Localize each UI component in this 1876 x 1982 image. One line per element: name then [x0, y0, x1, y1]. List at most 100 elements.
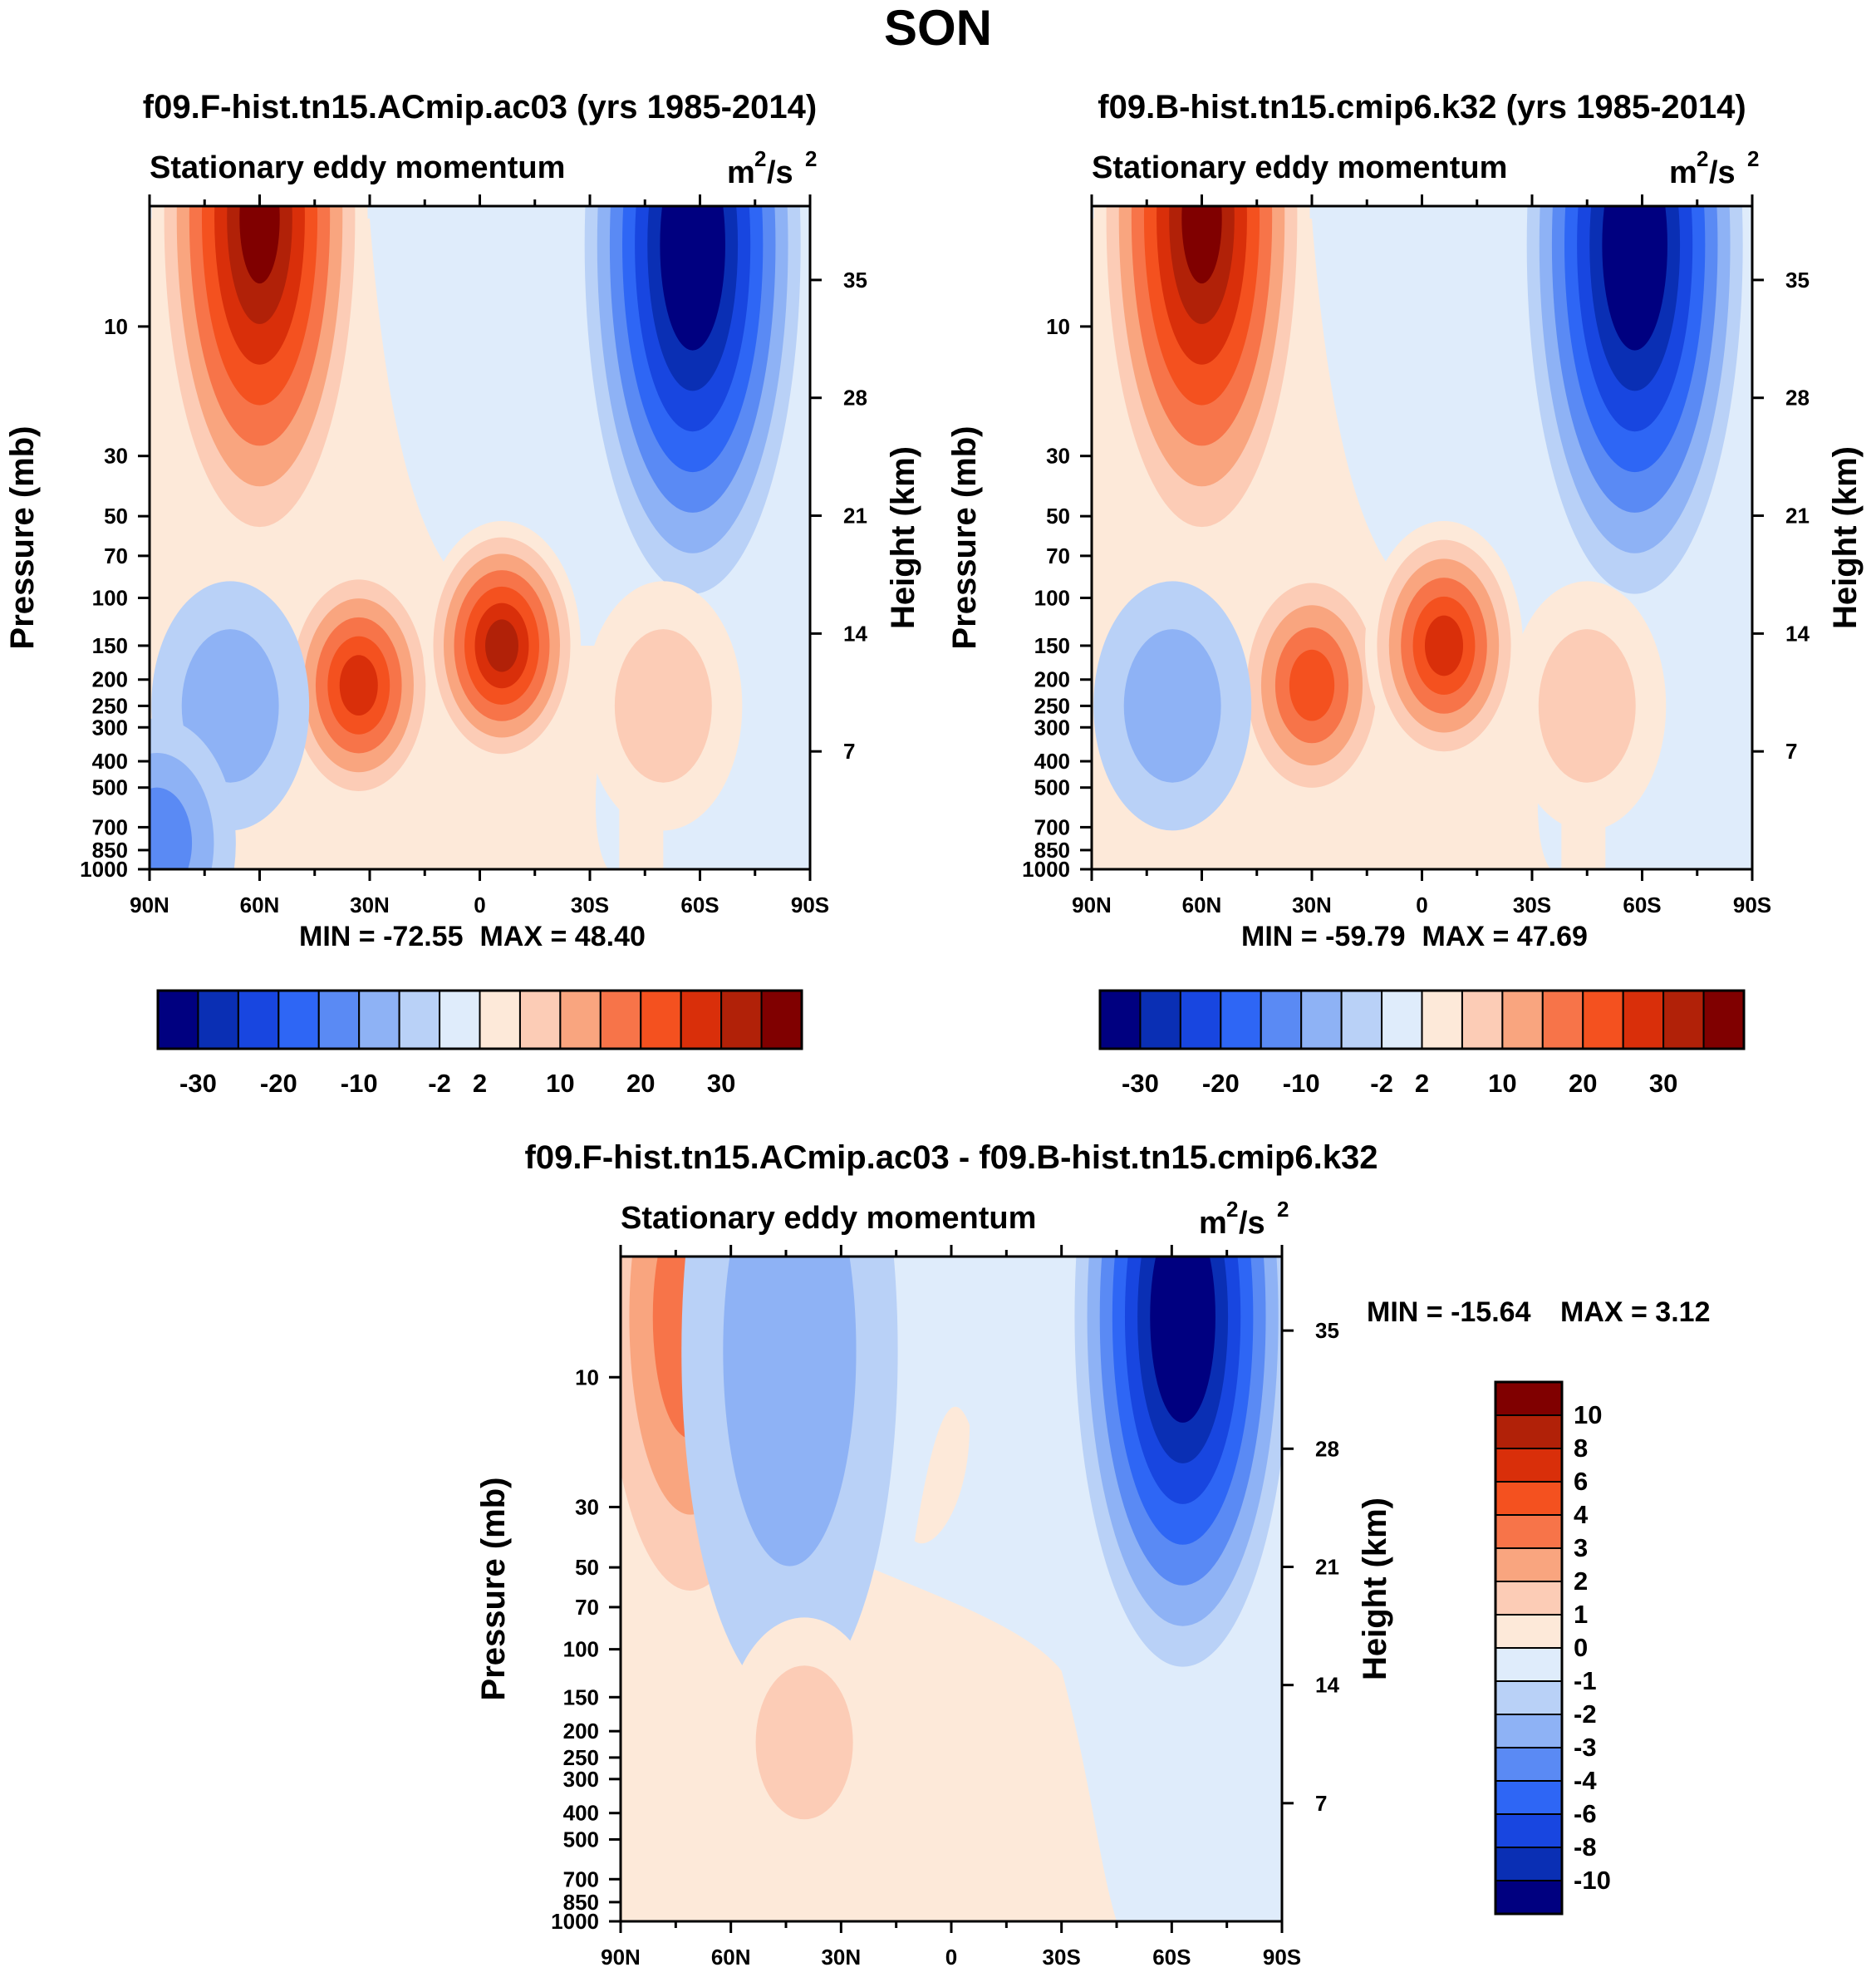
subtitle-left: Stationary eddy momentum: [1092, 150, 1507, 185]
colorbar-cell: [1495, 1414, 1563, 1449]
max-label: MAX = 48.40: [480, 921, 646, 952]
x-tick-label: 30S: [571, 893, 609, 917]
units-label: m 2/s 2: [1199, 1197, 1289, 1241]
colorbar-label: -20: [260, 1069, 297, 1098]
x-tick-label: 60S: [1623, 893, 1661, 917]
colorbar-cell: [1495, 1780, 1563, 1815]
y-tick-label: 400: [563, 1801, 599, 1826]
colorbar-cell: [1495, 1880, 1563, 1915]
colorbar-label: 10: [546, 1069, 574, 1098]
colorbar-left: -30 -20 -10 -2 2 10 20 30: [156, 989, 803, 1098]
height-tick-label: 28: [843, 386, 867, 411]
y-tick-label: 100: [1034, 585, 1070, 610]
contour-band-4-1: [1123, 629, 1221, 783]
contour-band-1-7: [1614, 206, 1655, 310]
y-tick-label: 500: [1034, 775, 1070, 800]
units-exp-1: 2: [754, 146, 766, 171]
colorbar-label: -4: [1574, 1766, 1597, 1795]
colorbar-frame: [1494, 1380, 1564, 1916]
y-tick-label: 50: [1046, 504, 1070, 529]
y-tick-label: 200: [1034, 667, 1070, 692]
colorbar-cell: [398, 990, 441, 1050]
contour-band-3-5: [1424, 615, 1464, 676]
colorbar-cell: [1300, 990, 1343, 1050]
units-prefix: m: [727, 155, 755, 190]
colorbar-label: -30: [179, 1069, 217, 1098]
colorbar-cell: [479, 990, 521, 1050]
contour-band-2-4: [1289, 649, 1335, 721]
colorbar-cell: [358, 990, 400, 1050]
panel-1: 90N 60N 30N 0 30S 60S 90S103050701001502002503…: [4, 89, 921, 952]
x-tick-label: 60S: [680, 893, 719, 917]
height-tick-label: 14: [1315, 1673, 1339, 1698]
y-axis-title: Pressure (mb): [4, 426, 41, 650]
x-tick-label: 0: [945, 1945, 957, 1970]
units-exp-2: 2: [1747, 146, 1759, 171]
colorbar-cell: [1702, 990, 1745, 1050]
y-tick-label: 700: [92, 814, 128, 839]
subtitle-left: Stationary eddy momentum: [150, 150, 565, 185]
y-tick-label: 70: [1046, 543, 1070, 568]
y-tick-label: 10: [104, 314, 128, 339]
colorbar-cell: [1495, 1547, 1563, 1582]
colorbar-label: 10: [1488, 1069, 1516, 1098]
y-tick-label: 50: [104, 504, 128, 529]
units-mid: /s: [767, 155, 793, 190]
panel-title: f09.B-hist.tn15.cmip6.k32 (yrs 1985-2014…: [1098, 89, 1746, 125]
y-tick-label: 1000: [551, 1909, 599, 1934]
units-label: m 2/s 2: [1669, 146, 1759, 190]
colorbar-label: -2: [1574, 1699, 1597, 1729]
colorbar-cell: [1461, 990, 1504, 1050]
colorbar-label: -2: [428, 1069, 451, 1098]
colorbar-frame: [1098, 989, 1746, 1050]
colorbar-cell: [1495, 1813, 1563, 1848]
colorbar-cell: [157, 990, 199, 1050]
y-tick-label: 30: [1046, 444, 1070, 469]
colorbar-label: 1: [1574, 1600, 1588, 1629]
colorbar-cell: [1495, 1714, 1563, 1748]
colorbar-label: -2: [1370, 1069, 1393, 1098]
y-tick-label: 500: [92, 775, 128, 800]
height-tick-label: 14: [843, 621, 867, 646]
colorbar-label: -10: [1574, 1866, 1611, 1895]
panel-title: f09.F-hist.tn15.ACmip.ac03 - f09.B-hist.…: [525, 1139, 1378, 1176]
y-right-axis-title: Height (km): [1357, 1498, 1393, 1680]
x-tick-label: 60S: [1152, 1945, 1191, 1970]
colorbar-cell: [439, 990, 481, 1050]
y-tick-label: 10: [1046, 314, 1070, 339]
colorbar-cell: [1220, 990, 1262, 1050]
contour-band-3-1: [755, 1665, 853, 1820]
colorbar-cell: [1495, 1448, 1563, 1483]
height-tick-label: 28: [1315, 1436, 1339, 1461]
y-tick-label: 250: [92, 693, 128, 718]
min-label: MIN = -72.55: [299, 921, 463, 952]
colorbar-cell: [277, 990, 320, 1050]
units-prefix: m: [1199, 1206, 1227, 1241]
colorbar-cell: [1495, 1481, 1563, 1516]
height-tick-label: 21: [1785, 504, 1810, 529]
y-tick-label: 150: [1034, 633, 1070, 658]
colorbar-label: 6: [1574, 1467, 1588, 1496]
height-tick-label: 14: [1785, 621, 1810, 646]
contour-band-5-1: [1538, 629, 1636, 783]
y-tick-label: 400: [92, 749, 128, 774]
colorbar-cell: [518, 990, 562, 1050]
colorbar-cell: [1622, 990, 1665, 1050]
height-tick-label: 35: [843, 268, 867, 293]
plot-area: [1092, 206, 1752, 869]
colorbar-label: -1: [1574, 1666, 1597, 1695]
colorbar-cell: [237, 990, 280, 1050]
colorbar-label: -10: [1283, 1069, 1320, 1098]
positive-region-small: [914, 1406, 970, 1544]
units-exp-1: 2: [1697, 146, 1708, 171]
colorbar-cell: [760, 990, 803, 1050]
contour-band-2-5: [339, 655, 378, 716]
y-tick-label: 70: [104, 543, 128, 568]
y-right-axis-title: Height (km): [1827, 446, 1864, 629]
contour-band-1-7: [672, 206, 713, 310]
x-tick-label: 90N: [130, 893, 169, 917]
colorbar-cell: [317, 990, 361, 1050]
colorbar-frame: [156, 989, 803, 1050]
colorbar-label: -3: [1574, 1733, 1597, 1762]
min-label: MIN = -59.79: [1241, 921, 1405, 952]
